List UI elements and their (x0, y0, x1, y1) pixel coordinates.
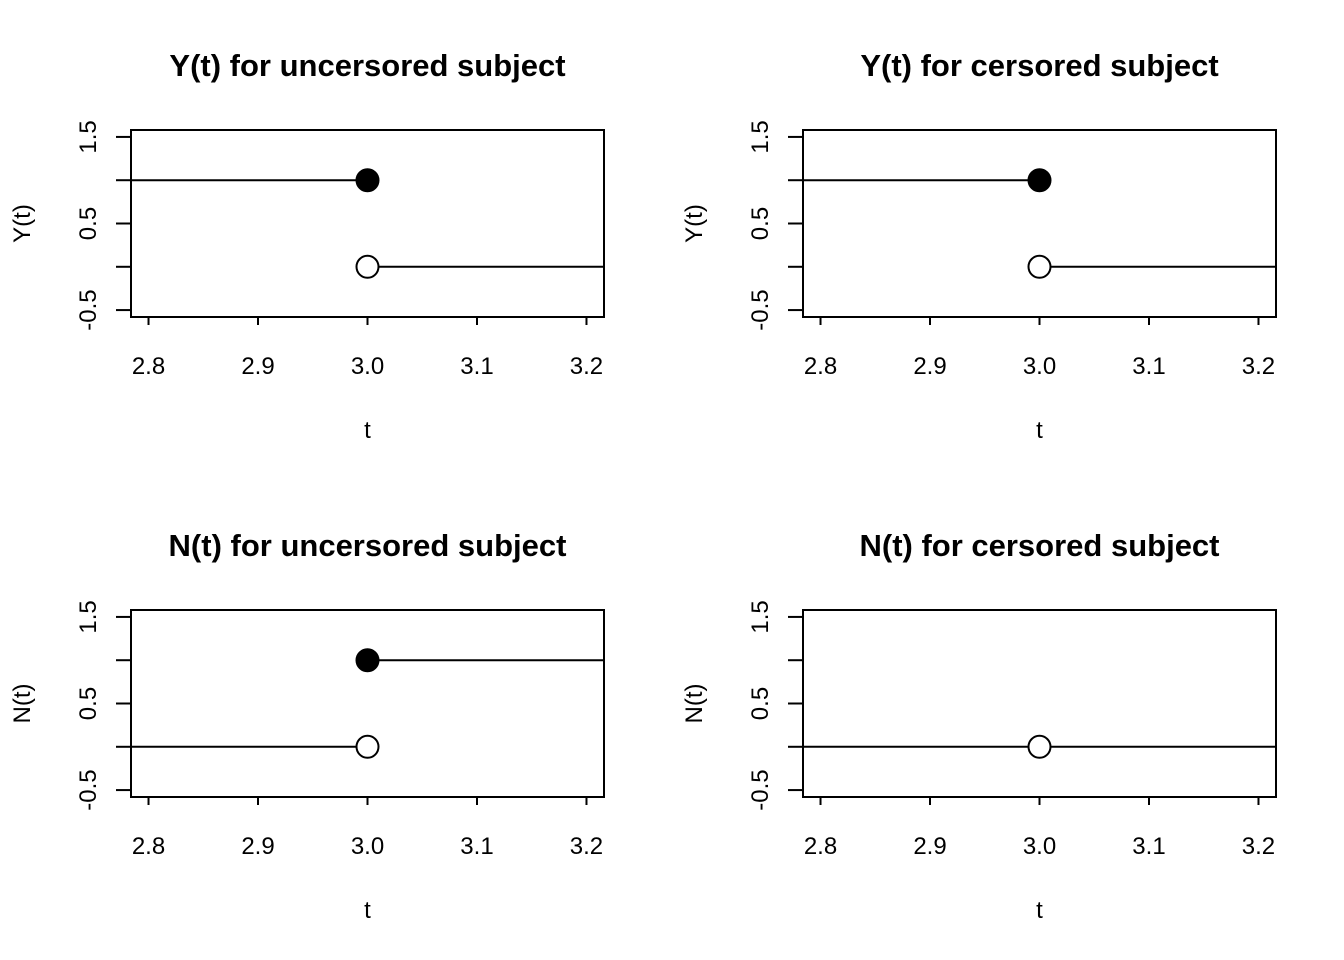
x-tick-label: 3.1 (1132, 353, 1165, 380)
x-axis-label: t (364, 417, 371, 444)
x-tick-label: 3.2 (570, 353, 603, 380)
panel-y-censored: Y(t) for cersored subject 2.8 2.9 3.0 3.1 3.2… (681, 48, 1277, 444)
x-tick-label: 2.8 (804, 833, 837, 860)
x-tick-label: 3.2 (570, 833, 603, 860)
open-point (1027, 734, 1052, 759)
x-tick-label: 3.0 (1023, 353, 1056, 380)
open-point (1027, 254, 1052, 279)
x-tick-label: 3.2 (1242, 353, 1275, 380)
open-point (355, 254, 380, 279)
x-tick-label: 3.1 (460, 353, 493, 380)
x-tick-label: 3.2 (1242, 833, 1275, 860)
panel-n-censored: N(t) for cersored subject 2.8 2.9 3.0 3.1 3.2… (681, 528, 1277, 924)
plot-frame (130, 609, 605, 798)
y-tick-label: 0.5 (747, 687, 774, 720)
y-tick-label: -0.5 (747, 769, 774, 810)
chart-title: Y(t) for cersored subject (860, 48, 1218, 83)
y-tick-label: 0.5 (75, 207, 102, 240)
x-tick-label: 2.9 (241, 353, 274, 380)
y-tick-label: 1.5 (75, 120, 102, 153)
x-tick-label: 3.1 (460, 833, 493, 860)
filled-point (355, 648, 380, 673)
plot-frame (802, 129, 1277, 318)
x-tick-label: 3.0 (351, 833, 384, 860)
y-axis-label: N(t) (9, 684, 36, 724)
y-tick-label: -0.5 (75, 289, 102, 330)
filled-point (355, 168, 380, 193)
y-tick-label: 0.5 (75, 687, 102, 720)
x-tick-label: 2.8 (132, 353, 165, 380)
x-tick-label: 2.9 (241, 833, 274, 860)
y-axis-label: Y(t) (9, 204, 36, 243)
y-tick-label: 0.5 (747, 207, 774, 240)
x-tick-label: 2.9 (913, 833, 946, 860)
y-axis-label: N(t) (681, 684, 708, 724)
panel-y-uncensored: Y(t) for uncersored subject 2.8 2.9 3.0 3.1 3… (9, 48, 605, 444)
x-tick-label: 2.8 (804, 353, 837, 380)
plot-frame (130, 129, 605, 318)
chart-title: Y(t) for uncersored subject (169, 48, 565, 83)
x-tick-label: 3.1 (1132, 833, 1165, 860)
plot-frame (802, 609, 1277, 798)
x-tick-label: 2.8 (132, 833, 165, 860)
y-tick-label: -0.5 (75, 769, 102, 810)
y-axis-label: Y(t) (681, 204, 708, 243)
chart-title: N(t) for uncersored subject (169, 528, 567, 563)
chart-title: N(t) for cersored subject (859, 528, 1219, 563)
x-axis-label: t (1036, 417, 1043, 444)
y-tick-label: 1.5 (747, 120, 774, 153)
panel-n-uncensored: N(t) for uncersored subject 2.8 2.9 3.0 3.1 3… (9, 528, 605, 924)
y-tick-label: -0.5 (747, 289, 774, 330)
y-tick-label: 1.5 (747, 600, 774, 633)
y-tick-label: 1.5 (75, 600, 102, 633)
filled-point (1027, 168, 1052, 193)
x-axis-label: t (1036, 897, 1043, 924)
x-tick-label: 3.0 (1023, 833, 1056, 860)
open-point (355, 734, 380, 759)
x-tick-label: 2.9 (913, 353, 946, 380)
x-tick-label: 3.0 (351, 353, 384, 380)
x-axis-label: t (364, 897, 371, 924)
